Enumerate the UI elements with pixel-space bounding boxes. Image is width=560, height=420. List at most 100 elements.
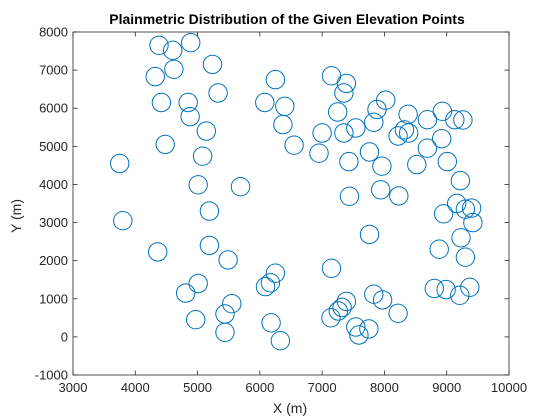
data-point-10 bbox=[180, 106, 200, 127]
data-point-71 bbox=[407, 154, 427, 175]
data-point-26 bbox=[222, 294, 242, 314]
data-point-31 bbox=[261, 313, 281, 333]
data-point-40 bbox=[334, 83, 354, 103]
data-point-77 bbox=[453, 110, 473, 130]
data-point-37 bbox=[284, 135, 304, 155]
data-point-63 bbox=[359, 319, 379, 339]
data-point-90 bbox=[450, 285, 470, 305]
data-point-57 bbox=[328, 301, 348, 321]
data-point-27 bbox=[215, 322, 235, 342]
y-tick-label-5000: 5000 bbox=[39, 139, 68, 154]
y-tick-label-0: 0 bbox=[61, 329, 68, 344]
data-point-39 bbox=[336, 73, 357, 94]
data-point-68 bbox=[394, 120, 415, 140]
x-tick-label-10000: 10000 bbox=[491, 380, 527, 395]
data-point-83 bbox=[463, 212, 483, 233]
data-point-48 bbox=[364, 112, 384, 133]
data-point-54 bbox=[389, 186, 409, 206]
data-point-67 bbox=[388, 126, 408, 146]
data-point-30 bbox=[265, 263, 286, 283]
data-point-47 bbox=[359, 142, 380, 162]
data-point-87 bbox=[429, 239, 449, 259]
data-point-79 bbox=[450, 170, 471, 191]
data-point-18 bbox=[199, 201, 220, 221]
data-point-65 bbox=[372, 290, 393, 310]
x-tick-label-3000: 3000 bbox=[59, 380, 88, 395]
data-point-9 bbox=[208, 83, 228, 103]
data-point-42 bbox=[312, 123, 332, 143]
data-point-44 bbox=[334, 123, 354, 143]
x-tick-label-4000: 4000 bbox=[121, 380, 150, 395]
data-point-7 bbox=[151, 92, 172, 113]
data-point-12 bbox=[155, 134, 175, 155]
data-point-82 bbox=[455, 199, 476, 219]
data-point-51 bbox=[339, 186, 360, 207]
data-point-78 bbox=[437, 151, 457, 172]
data-point-73 bbox=[417, 110, 438, 130]
data-point-15 bbox=[188, 175, 208, 195]
y-tick-label-3000: 3000 bbox=[39, 215, 68, 230]
data-point-46 bbox=[339, 151, 359, 172]
data-point-76 bbox=[445, 110, 465, 130]
data-point-6 bbox=[202, 54, 223, 75]
data-point-8 bbox=[178, 92, 198, 113]
data-point-88 bbox=[424, 278, 444, 299]
y-axis-label: Y (m) bbox=[8, 199, 24, 233]
x-tick-label-7000: 7000 bbox=[308, 380, 337, 395]
data-point-29 bbox=[260, 273, 281, 293]
data-point-58 bbox=[332, 297, 352, 318]
points-layer bbox=[110, 33, 483, 351]
y-tick-label--1000: -1000 bbox=[35, 368, 68, 383]
data-point-32 bbox=[270, 331, 291, 351]
x-tick-label-5000: 5000 bbox=[183, 380, 212, 395]
x-tick-label-8000: 8000 bbox=[370, 380, 399, 395]
y-tick-label-1000: 1000 bbox=[39, 291, 68, 306]
y-tick-label-2000: 2000 bbox=[39, 253, 68, 268]
data-point-2 bbox=[163, 40, 183, 60]
data-point-38 bbox=[321, 66, 342, 86]
axis-ticks: 3000 4000 5000 6000 7000 8000 9000 10000 -1000 0 1… bbox=[35, 25, 527, 396]
data-point-56 bbox=[321, 258, 342, 278]
data-point-11 bbox=[196, 121, 217, 141]
data-point-5 bbox=[164, 59, 184, 80]
x-tick-label-6000: 6000 bbox=[245, 380, 274, 395]
data-point-53 bbox=[371, 180, 391, 200]
plot-frame bbox=[72, 31, 510, 376]
data-point-17 bbox=[113, 211, 133, 231]
data-point-61 bbox=[346, 317, 366, 337]
data-point-72 bbox=[417, 138, 438, 158]
data-point-36 bbox=[273, 114, 293, 135]
data-point-66 bbox=[388, 303, 408, 323]
data-point-23 bbox=[188, 273, 208, 294]
data-point-80 bbox=[433, 204, 454, 224]
data-point-50 bbox=[376, 90, 396, 110]
data-point-35 bbox=[275, 96, 295, 117]
x-tick-label-9000: 9000 bbox=[432, 380, 461, 395]
data-point-24 bbox=[186, 310, 206, 330]
data-point-20 bbox=[148, 242, 168, 262]
data-point-43 bbox=[309, 143, 329, 163]
data-point-21 bbox=[218, 250, 238, 270]
data-point-3 bbox=[181, 33, 201, 53]
data-point-85 bbox=[451, 228, 471, 248]
data-point-28 bbox=[255, 276, 276, 297]
data-point-69 bbox=[399, 123, 419, 143]
data-point-62 bbox=[349, 325, 369, 345]
x-axis-label: X (m) bbox=[273, 400, 307, 416]
data-point-13 bbox=[192, 146, 213, 166]
data-point-34 bbox=[255, 92, 275, 113]
y-tick-label-8000: 8000 bbox=[39, 25, 68, 40]
data-point-33 bbox=[265, 69, 286, 90]
data-point-89 bbox=[436, 279, 456, 300]
data-point-25 bbox=[215, 304, 235, 324]
data-point-86 bbox=[455, 247, 476, 267]
data-point-52 bbox=[372, 156, 392, 176]
data-point-14 bbox=[110, 153, 130, 174]
y-tick-label-4000: 4000 bbox=[39, 177, 68, 192]
y-tick-label-6000: 6000 bbox=[39, 101, 68, 116]
data-point-22 bbox=[176, 283, 196, 303]
data-point-45 bbox=[346, 118, 366, 138]
data-point-70 bbox=[398, 104, 418, 125]
